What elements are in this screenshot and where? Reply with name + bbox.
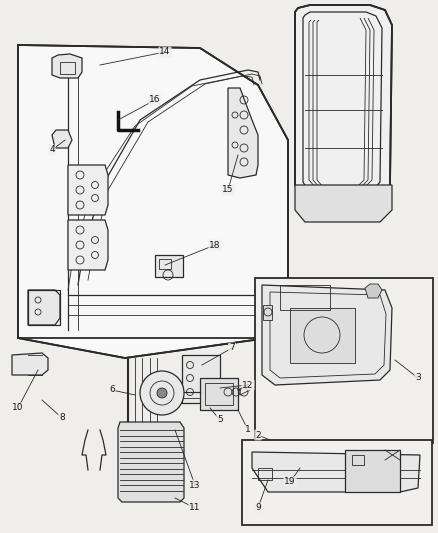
- Text: 9: 9: [255, 504, 261, 513]
- Text: 3: 3: [415, 374, 421, 383]
- Text: 16: 16: [149, 95, 161, 104]
- Polygon shape: [68, 220, 108, 270]
- Polygon shape: [52, 130, 72, 148]
- Text: 2: 2: [255, 431, 261, 440]
- Text: 5: 5: [217, 416, 223, 424]
- Bar: [345, 450, 400, 492]
- Bar: [352, 455, 364, 465]
- Text: 6: 6: [109, 385, 115, 394]
- Polygon shape: [28, 290, 60, 325]
- Text: 1: 1: [245, 425, 251, 434]
- Bar: [255, 278, 433, 443]
- Text: 12: 12: [242, 381, 254, 390]
- Bar: [60, 62, 75, 74]
- Bar: [280, 285, 330, 310]
- Polygon shape: [118, 422, 184, 502]
- Polygon shape: [68, 165, 108, 215]
- Polygon shape: [12, 353, 48, 375]
- Circle shape: [140, 371, 184, 415]
- Polygon shape: [18, 45, 288, 358]
- Text: 18: 18: [209, 240, 221, 249]
- Text: 15: 15: [222, 185, 234, 195]
- Bar: [290, 308, 355, 363]
- Polygon shape: [295, 185, 392, 222]
- Bar: [205, 383, 233, 405]
- Bar: [242, 440, 432, 525]
- Text: 14: 14: [159, 47, 171, 56]
- Bar: [155, 255, 183, 277]
- Polygon shape: [52, 54, 82, 78]
- Bar: [159, 259, 171, 269]
- Polygon shape: [263, 305, 272, 320]
- Polygon shape: [365, 284, 382, 298]
- Text: 4: 4: [49, 146, 55, 155]
- Text: 11: 11: [189, 504, 201, 513]
- Polygon shape: [295, 5, 392, 200]
- Text: 10: 10: [12, 403, 24, 413]
- Bar: [182, 355, 220, 403]
- Polygon shape: [252, 452, 420, 492]
- Bar: [200, 378, 238, 410]
- Polygon shape: [228, 88, 258, 178]
- Text: 7: 7: [229, 343, 235, 352]
- Polygon shape: [262, 285, 392, 385]
- Text: 19: 19: [284, 478, 296, 487]
- Bar: [258, 468, 272, 480]
- Bar: [28, 290, 60, 325]
- Circle shape: [157, 388, 167, 398]
- Text: 8: 8: [59, 414, 65, 423]
- Text: 13: 13: [189, 481, 201, 489]
